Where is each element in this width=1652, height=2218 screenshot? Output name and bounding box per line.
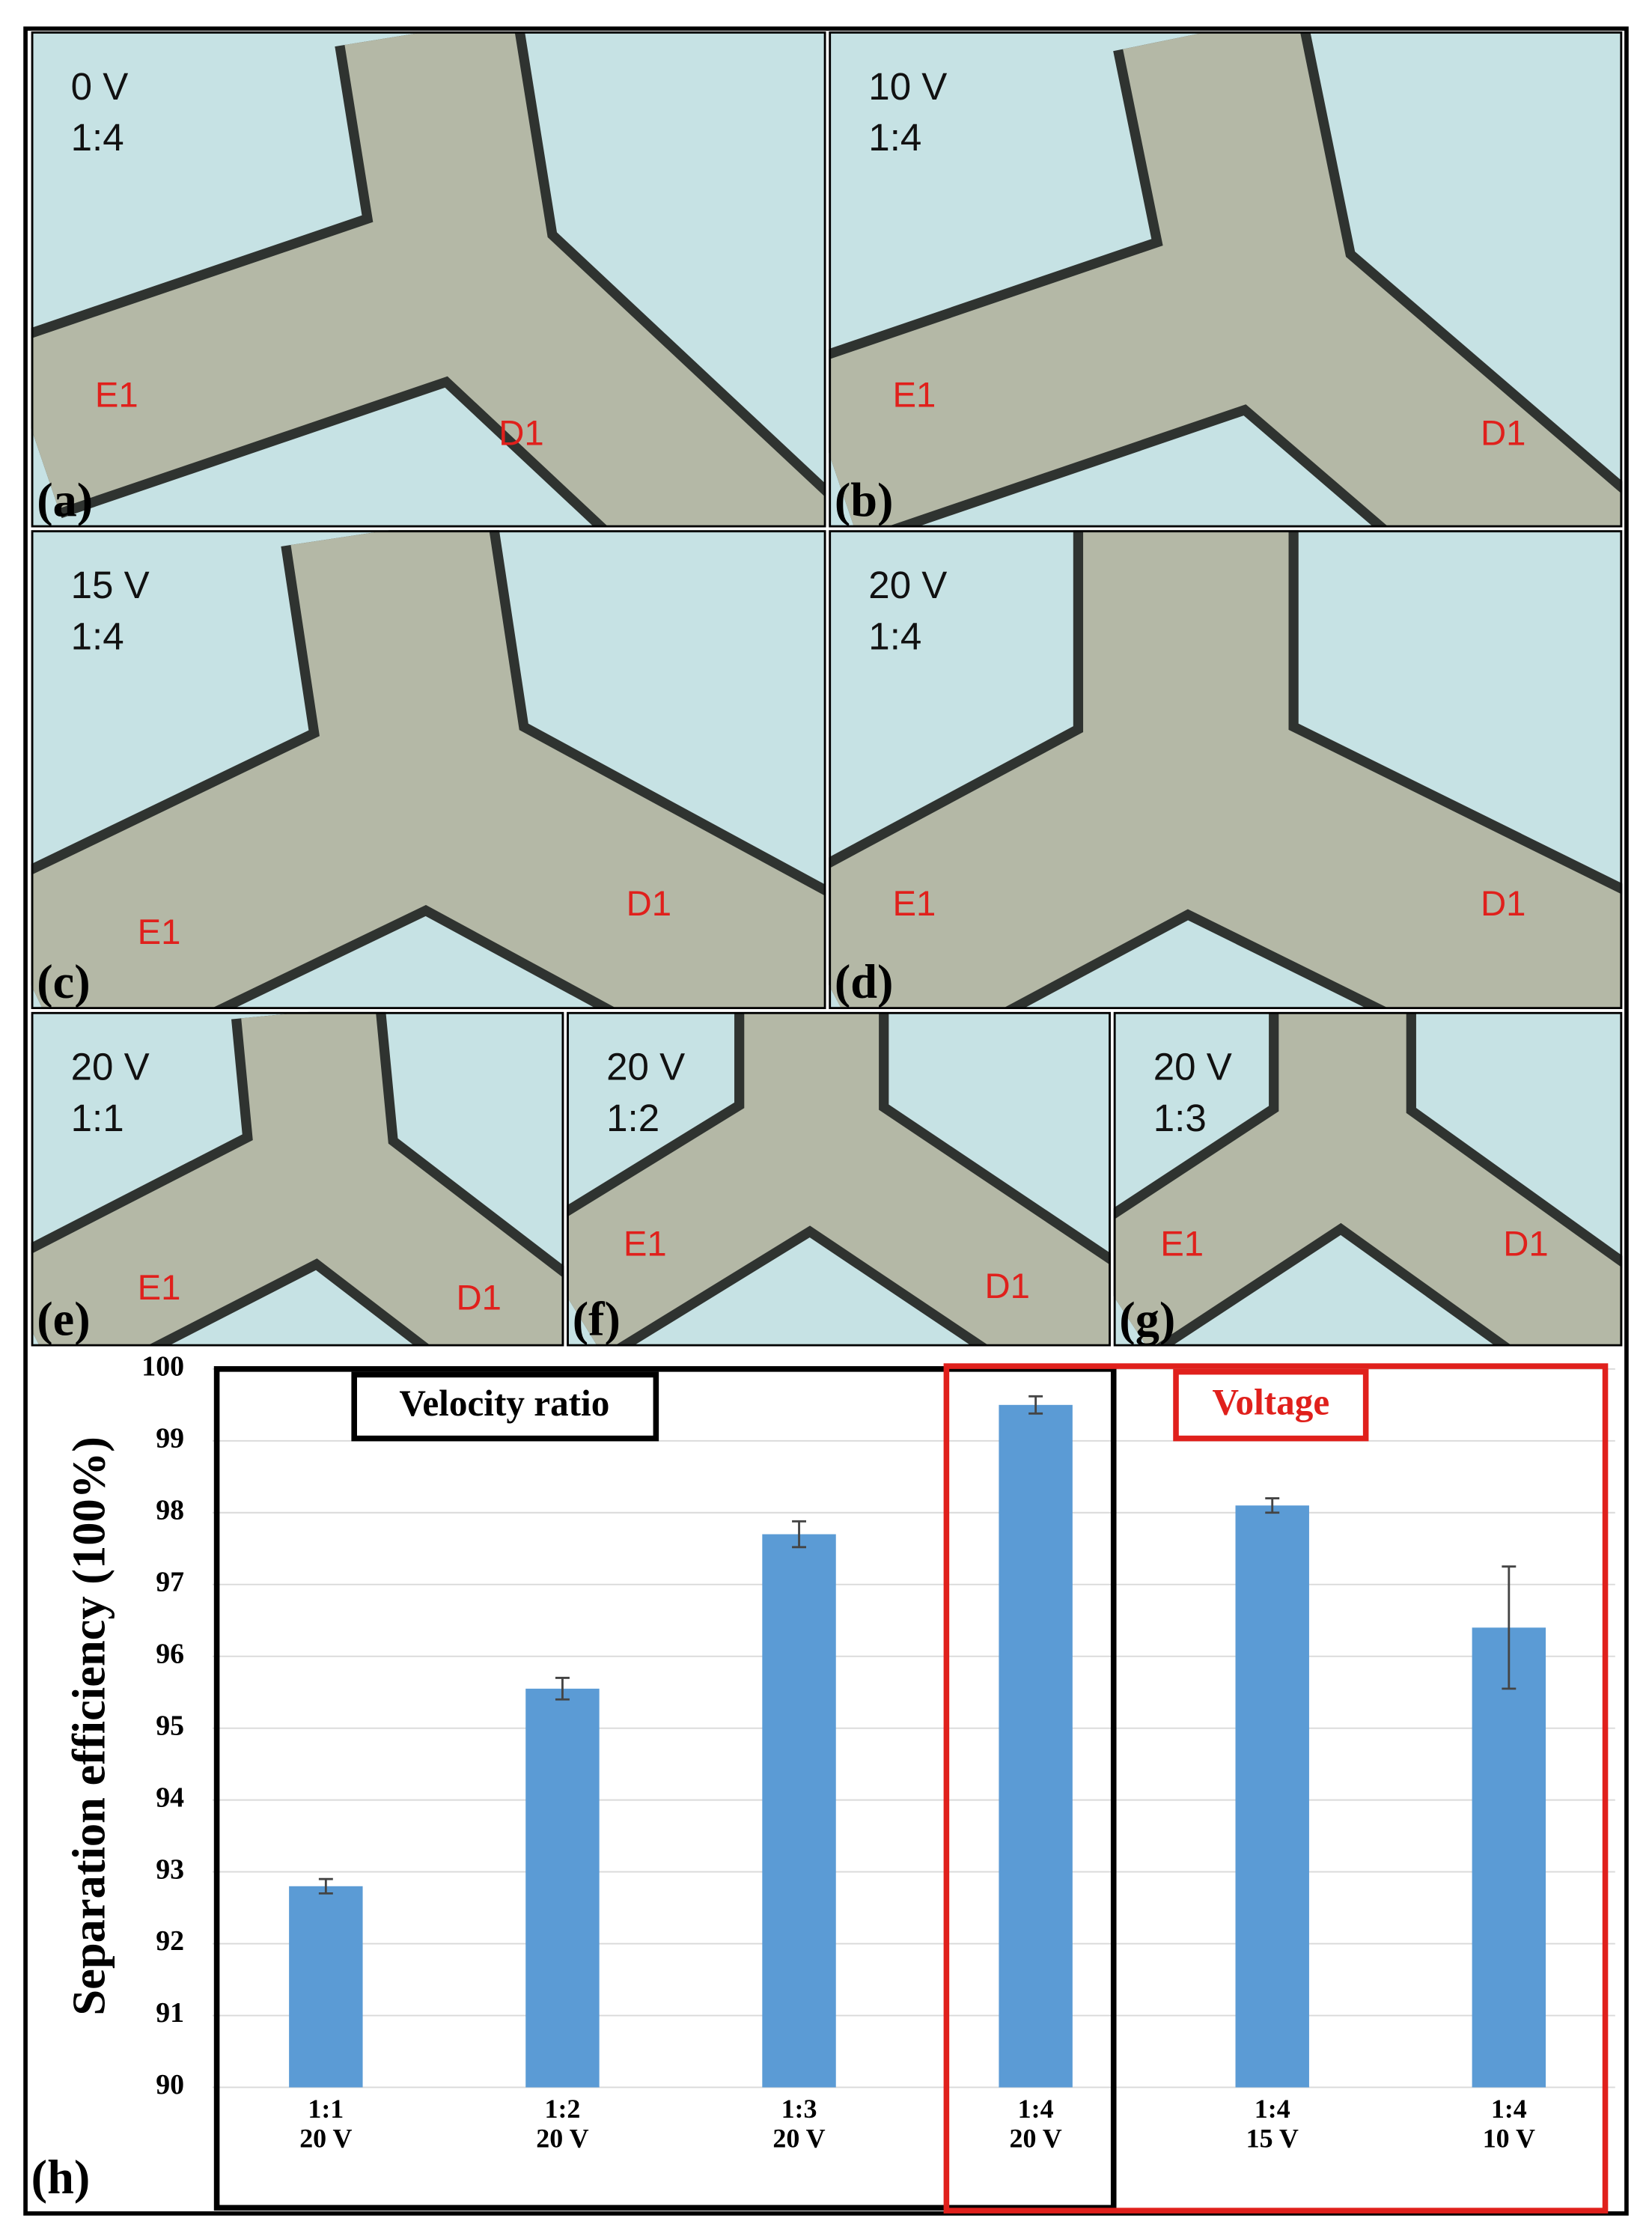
- error-bar: [1502, 1565, 1517, 1690]
- bar-chart: Velocity ratio Voltage Separation effici…: [31, 1351, 1615, 2214]
- y-tick-label: 97: [156, 1566, 184, 1597]
- y-tick-label: 99: [156, 1422, 184, 1454]
- x-tick-label: 1:3: [781, 2094, 817, 2124]
- y-axis-title: Separation efficiency (100%): [62, 1436, 115, 2016]
- image-panels: 0 V 1:4 E1 D1 (a) 10 V 1:4 E1 D1 (b) 15 V 1:4 E1 D1 (c…: [31, 31, 1623, 1347]
- x-tick-label: 1:4: [1255, 2094, 1290, 2124]
- inlet-label: E1: [1160, 1224, 1204, 1264]
- micrograph: [567, 1011, 1111, 1347]
- y-tick-label: 100: [141, 1351, 184, 1383]
- panel-label: (h): [31, 2151, 91, 2204]
- ratio-label: 1:3: [1153, 1097, 1207, 1139]
- inlet-label: E1: [138, 913, 181, 952]
- inlet-label: E1: [892, 376, 936, 415]
- y-tick-label: 98: [156, 1494, 184, 1526]
- y-tick-label: 94: [156, 1782, 184, 1813]
- voltage-label: 20 V: [606, 1046, 685, 1088]
- x-tick-sublabel: 20 V: [772, 2124, 825, 2154]
- ratio-label: 1:4: [71, 615, 124, 657]
- channel: [31, 1011, 564, 1347]
- micrograph: [31, 1011, 564, 1347]
- channel: [1113, 1011, 1623, 1347]
- panel-label: (f): [573, 1292, 621, 1345]
- x-tick-label: 1:2: [544, 2094, 580, 2124]
- x-tick-label: 1:4: [1491, 2094, 1527, 2124]
- outlet-label: D1: [1481, 414, 1525, 454]
- inlet-label: E1: [624, 1224, 667, 1264]
- voltage-label: 0 V: [71, 65, 129, 108]
- panel-label: (e): [37, 1292, 90, 1345]
- voltage-group-box: [943, 1363, 1609, 2214]
- x-tick-sublabel: 20 V: [299, 2124, 352, 2154]
- voltage-label: 20 V: [868, 564, 947, 606]
- panel-label: (c): [37, 955, 90, 1008]
- annotation: Velocity ratio: [399, 1383, 609, 1424]
- ratio-label: 1:4: [71, 116, 124, 159]
- y-tick-label: 96: [156, 1638, 184, 1669]
- y-tick-label: 95: [156, 1710, 184, 1741]
- inlet-label: E1: [138, 1268, 181, 1308]
- y-tick-label: 93: [156, 1853, 184, 1885]
- voltage-label: 10 V: [868, 65, 947, 108]
- x-tick-label: 1:4: [1018, 2094, 1054, 2124]
- x-tick-sublabel: 20 V: [1010, 2124, 1062, 2154]
- channel: [31, 530, 826, 1010]
- bar: [525, 1688, 600, 2088]
- error-bar: [555, 1677, 570, 1701]
- bar: [1235, 1505, 1309, 2088]
- ratio-label: 1:2: [606, 1097, 659, 1139]
- channel: [31, 31, 826, 528]
- velocity-group-box: [213, 1366, 1117, 2211]
- x-tick-sublabel: 20 V: [536, 2124, 588, 2154]
- y-tick-label: 92: [156, 1925, 184, 1957]
- bar: [289, 1886, 363, 2088]
- error-bar: [1028, 1395, 1043, 1415]
- x-tick-sublabel: 15 V: [1246, 2124, 1299, 2154]
- outlet-label: D1: [984, 1267, 1029, 1306]
- velocity-label-box: [351, 1371, 659, 1442]
- outlet-label: D1: [1503, 1224, 1548, 1264]
- voltage-label-box: [1173, 1368, 1369, 1442]
- panel-label: (g): [1119, 1292, 1175, 1345]
- panel-label: (a): [37, 473, 93, 526]
- bar: [1472, 1627, 1546, 2088]
- y-tick-label: 90: [156, 2069, 184, 2100]
- y-tick-label: 91: [156, 1997, 184, 2029]
- inlet-label: E1: [892, 884, 936, 924]
- micrograph: [829, 530, 1623, 1010]
- channel: [567, 1011, 1111, 1347]
- channel: [829, 530, 1623, 1010]
- micrograph: [31, 530, 826, 1010]
- panel-label: (d): [835, 955, 894, 1008]
- bar: [999, 1404, 1073, 2088]
- voltage-label: 20 V: [1153, 1046, 1232, 1088]
- ratio-label: 1:1: [71, 1097, 124, 1139]
- x-tick-sublabel: 10 V: [1483, 2124, 1535, 2154]
- annotation: Voltage: [1212, 1381, 1329, 1422]
- ratio-label: 1:4: [868, 116, 921, 159]
- micrograph: [1113, 1011, 1623, 1347]
- panel-label: (b): [835, 473, 894, 526]
- error-bar: [318, 1877, 333, 1895]
- micrograph: [829, 31, 1623, 528]
- x-tick-label: 1:1: [308, 2094, 344, 2124]
- ratio-label: 1:4: [868, 615, 921, 657]
- outlet-label: D1: [499, 414, 543, 454]
- voltage-label: 15 V: [71, 564, 150, 606]
- micrograph: [31, 31, 826, 528]
- error-bar: [1265, 1497, 1280, 1514]
- outlet-label: D1: [456, 1278, 501, 1317]
- channel: [829, 31, 1623, 528]
- inlet-label: E1: [95, 376, 138, 415]
- outlet-label: D1: [1481, 884, 1525, 924]
- voltage-label: 20 V: [71, 1046, 150, 1088]
- outlet-label: D1: [627, 884, 671, 924]
- bar: [762, 1534, 836, 2088]
- error-bar: [792, 1520, 807, 1549]
